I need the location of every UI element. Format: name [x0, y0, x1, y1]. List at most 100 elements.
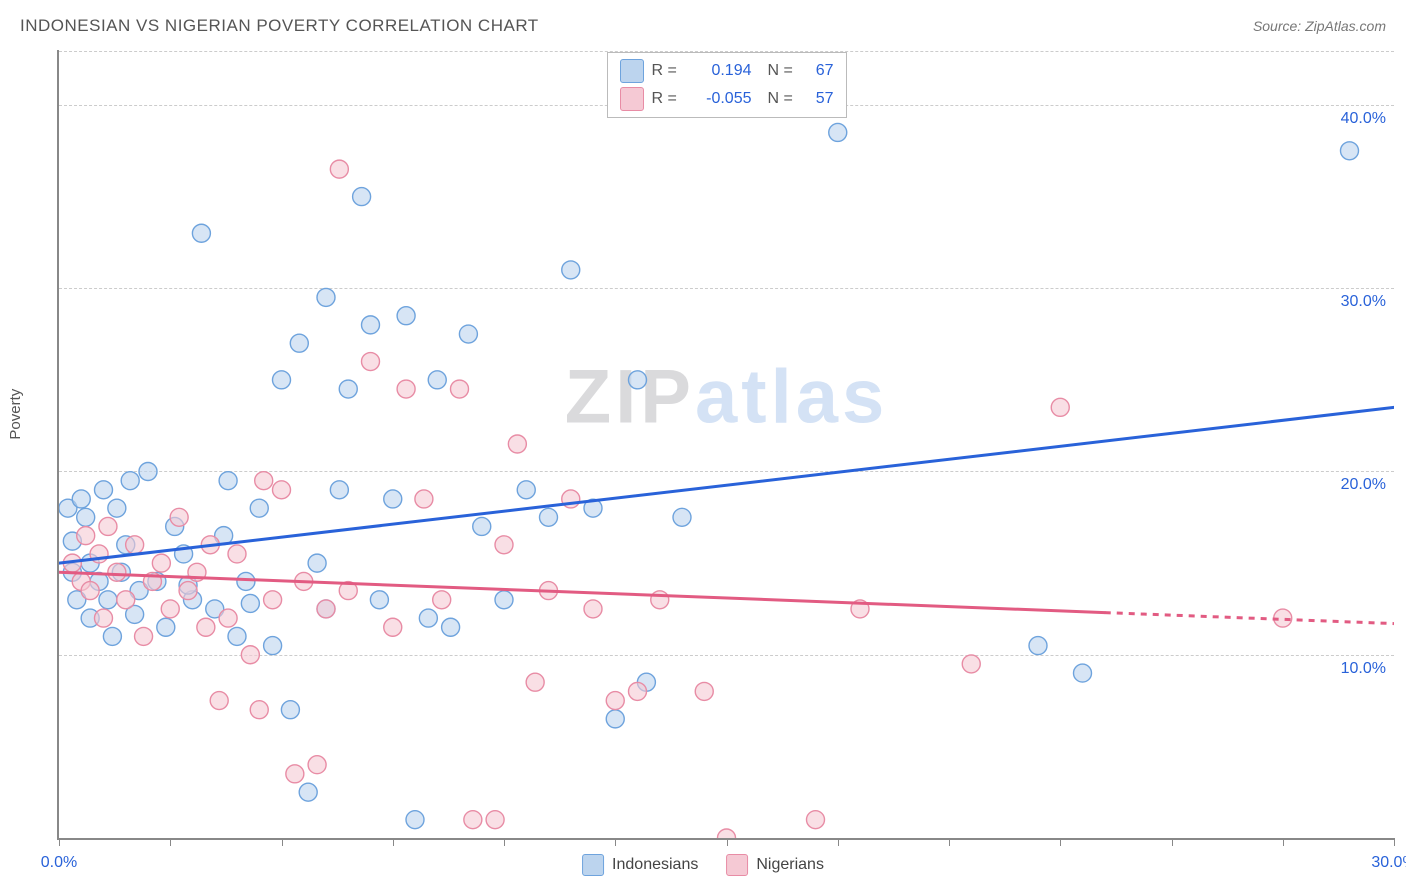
scatter-point	[81, 582, 99, 600]
scatter-point	[77, 508, 95, 526]
x-tick	[1060, 838, 1061, 846]
chart-container: Poverty ZIPatlas R =0.194N =67R =-0.055N…	[12, 50, 1394, 880]
x-tick	[504, 838, 505, 846]
scatter-point	[126, 536, 144, 554]
scatter-point	[157, 618, 175, 636]
scatter-point	[419, 609, 437, 627]
scatter-point	[473, 517, 491, 535]
correlation-legend: R =0.194N =67 R = -0.055 N = 57	[607, 52, 847, 118]
legend-n-value: 67	[806, 62, 834, 80]
scatter-point	[442, 618, 460, 636]
scatter-point	[219, 609, 237, 627]
scatter-point	[397, 307, 415, 325]
legend-swatch	[620, 87, 644, 111]
chart-source: Source: ZipAtlas.com	[1253, 18, 1386, 34]
x-tick	[393, 838, 394, 846]
scatter-point	[1051, 398, 1069, 416]
scatter-point	[108, 563, 126, 581]
x-tick	[1172, 838, 1173, 846]
scatter-point	[606, 710, 624, 728]
scatter-point	[433, 591, 451, 609]
legend-r-label: R =	[652, 90, 682, 108]
scatter-point	[362, 316, 380, 334]
series-legend-label: Indonesians	[612, 856, 698, 873]
scatter-point	[308, 554, 326, 572]
scatter-point	[464, 811, 482, 829]
scatter-point	[508, 435, 526, 453]
scatter-point	[264, 591, 282, 609]
series-legend-item: Indonesians	[582, 854, 698, 876]
scatter-point	[237, 572, 255, 590]
scatter-point	[353, 188, 371, 206]
scatter-point	[197, 618, 215, 636]
legend-swatch	[620, 59, 644, 83]
scatter-point	[99, 517, 117, 535]
x-tick	[727, 838, 728, 846]
legend-row: R =0.194N =67	[620, 57, 834, 85]
scatter-point	[330, 481, 348, 499]
scatter-point	[103, 627, 121, 645]
scatter-point	[95, 481, 113, 499]
scatter-point	[264, 637, 282, 655]
scatter-point	[629, 682, 647, 700]
scatter-point	[250, 499, 268, 517]
scatter-point	[339, 380, 357, 398]
scatter-point	[108, 499, 126, 517]
scatter-point	[170, 508, 188, 526]
scatter-point	[308, 756, 326, 774]
series-legend-item: Nigerians	[726, 854, 824, 876]
scatter-point	[606, 692, 624, 710]
scatter-point	[228, 545, 246, 563]
legend-n-value: 57	[806, 90, 834, 108]
scatter-point	[540, 508, 558, 526]
scatter-point	[562, 261, 580, 279]
scatter-point	[139, 462, 157, 480]
scatter-point	[317, 288, 335, 306]
scatter-point	[286, 765, 304, 783]
scatter-point	[829, 123, 847, 141]
scatter-point	[152, 554, 170, 572]
scatter-point	[179, 582, 197, 600]
scatter-point	[250, 701, 268, 719]
scatter-point	[99, 591, 117, 609]
x-tick	[949, 838, 950, 846]
scatter-point	[495, 536, 513, 554]
legend-row: R = -0.055 N = 57	[620, 85, 834, 113]
scatter-point	[370, 591, 388, 609]
x-tick	[838, 838, 839, 846]
scatter-point	[228, 627, 246, 645]
scatter-point	[299, 783, 317, 801]
scatter-point	[651, 591, 669, 609]
scatter-point	[406, 811, 424, 829]
scatter-point	[1029, 637, 1047, 655]
x-tick	[615, 838, 616, 846]
x-tick	[59, 838, 60, 846]
scatter-point	[1074, 664, 1092, 682]
scatter-point	[718, 829, 736, 838]
scatter-point	[517, 481, 535, 499]
chart-title: INDONESIAN VS NIGERIAN POVERTY CORRELATI…	[20, 16, 539, 35]
scatter-point	[330, 160, 348, 178]
scatter-point	[807, 811, 825, 829]
x-tick	[282, 838, 283, 846]
scatter-point	[117, 591, 135, 609]
plot-svg	[59, 50, 1394, 838]
legend-r-value: 0.194	[690, 62, 752, 80]
scatter-point	[241, 646, 259, 664]
scatter-point	[273, 371, 291, 389]
legend-r-value: -0.055	[690, 90, 752, 108]
series-legend: Indonesians Nigerians	[582, 854, 824, 876]
scatter-point	[629, 371, 647, 389]
legend-swatch	[582, 854, 604, 876]
scatter-point	[962, 655, 980, 673]
x-tick-label: 0.0%	[41, 854, 77, 872]
scatter-point	[384, 490, 402, 508]
scatter-point	[1341, 142, 1359, 160]
x-tick	[170, 838, 171, 846]
scatter-point	[255, 472, 273, 490]
scatter-point	[495, 591, 513, 609]
x-tick	[1394, 838, 1395, 846]
scatter-point	[526, 673, 544, 691]
legend-n-label: N =	[768, 90, 798, 108]
scatter-point	[77, 527, 95, 545]
